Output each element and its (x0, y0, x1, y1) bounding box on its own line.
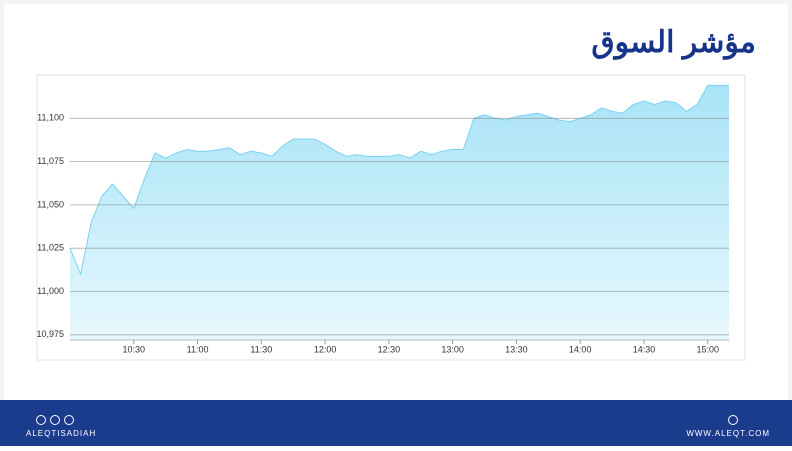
x-tick-label: 11:30 (250, 344, 272, 354)
x-tick-label: 12:00 (314, 344, 337, 354)
x-tick-label: 13:30 (505, 344, 528, 354)
web-icon (728, 415, 738, 425)
footer-right: WWW.ALEQT.COM (686, 429, 770, 438)
footer-left: ALEQTISADIAH (26, 429, 96, 438)
line (69, 84, 729, 276)
x-tick-label: 11:00 (187, 344, 209, 354)
social-icons (36, 415, 74, 425)
x-tick-label: 14:30 (633, 344, 656, 354)
y-tick-label: 11,050 (37, 199, 64, 209)
area (70, 85, 729, 341)
x-tick-label: 13:00 (441, 344, 464, 354)
x-tick-label: 14:00 (569, 344, 592, 354)
chart-title: مؤشر السوق (591, 26, 756, 60)
y-tick-label: 11,075 (37, 156, 64, 166)
footer-band (0, 400, 792, 446)
x-tick-label: 12:30 (378, 344, 401, 354)
y-tick-label: 11,100 (37, 113, 64, 123)
x-tick-label: 10:30 (123, 344, 146, 354)
y-tick-label: 11,000 (37, 286, 64, 296)
x-tick-label: 15:00 (696, 344, 719, 354)
y-tick-label: 11,025 (37, 243, 64, 253)
y-tick-label: 10,975 (36, 329, 64, 339)
